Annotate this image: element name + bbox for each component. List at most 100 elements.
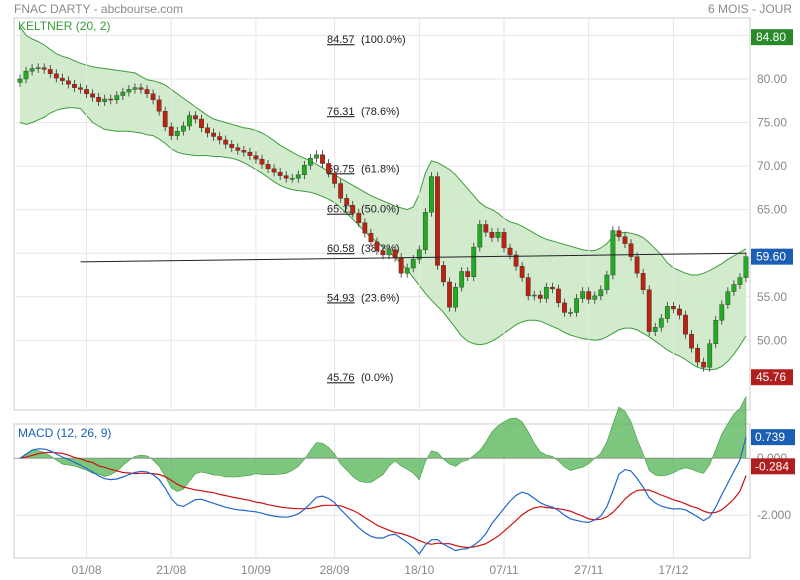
macd-tag-box — [751, 429, 795, 446]
candle-down — [253, 155, 259, 160]
candle-down — [47, 69, 53, 74]
candle-down — [435, 176, 440, 266]
candle-down — [398, 257, 404, 274]
candle-up — [743, 256, 749, 278]
candle-down — [350, 205, 356, 214]
candle-up — [102, 98, 108, 102]
date-tick-label: 21/08 — [156, 563, 186, 577]
candle-up — [592, 295, 598, 300]
candle-down — [162, 111, 168, 128]
candle-down — [550, 286, 555, 290]
candle-up — [35, 67, 41, 69]
candle-down — [380, 250, 386, 256]
candle-down — [259, 158, 265, 165]
candle-up — [180, 125, 186, 132]
period-label: 6 MOIS - JOUR — [707, 2, 792, 16]
candle-down — [489, 232, 495, 238]
candle-up — [132, 87, 138, 90]
candle-down — [320, 154, 325, 164]
date-tick-label: 10/09 — [241, 563, 271, 577]
candle-down — [513, 254, 519, 267]
price-tag-box — [751, 248, 793, 265]
candle-up — [422, 212, 428, 250]
date-tick-label: 28/09 — [320, 563, 350, 577]
macd-tag-label: -0.284 — [755, 459, 789, 473]
candle-up — [604, 274, 610, 290]
candle-up — [713, 320, 719, 344]
candle-up — [174, 131, 180, 136]
candle-down — [211, 132, 216, 137]
macd-tag-box — [751, 458, 795, 475]
fib-level-value: 65.11 — [327, 204, 354, 216]
candle-down — [483, 224, 489, 233]
candle-down — [199, 118, 204, 128]
candle-down — [368, 232, 374, 243]
candle-up — [386, 249, 392, 256]
candle-up — [568, 312, 573, 314]
candle-down — [96, 97, 102, 102]
date-tick-label: 07/11 — [489, 563, 518, 577]
candle-up — [17, 78, 23, 83]
candle-down — [277, 171, 283, 176]
candle-down — [646, 289, 652, 332]
candle-down — [65, 80, 71, 85]
fib-level-percent: (50.0%) — [361, 204, 400, 216]
candle-up — [495, 232, 501, 238]
fib-level-value: 45.76 — [327, 372, 355, 384]
price-tick-label: 50.00 — [757, 333, 787, 347]
candle-up — [314, 154, 319, 159]
candle-down — [144, 89, 150, 94]
price-tag-box — [751, 369, 793, 386]
candle-down — [217, 136, 223, 141]
keltner-title: KELTNER (20, 2) — [18, 19, 110, 33]
candle-up — [126, 89, 132, 93]
candle-up — [707, 343, 713, 368]
candle-down — [362, 222, 368, 234]
macd-histogram — [19, 396, 747, 492]
candle-up — [120, 91, 126, 96]
candle-down — [556, 288, 561, 304]
fib-level-percent: (23.6%) — [361, 292, 400, 304]
candle-up — [295, 174, 301, 179]
candle-down — [465, 271, 471, 277]
macd-tags: 0.739 -0.284 — [751, 429, 795, 475]
macd-tick-label: -2.000 — [757, 508, 791, 522]
candle-up — [186, 115, 192, 127]
candle-up — [731, 284, 737, 292]
macd-line — [19, 436, 747, 555]
candle-down — [374, 241, 380, 251]
candle-down — [326, 163, 331, 174]
candle-down — [622, 236, 628, 244]
price-tick-label: 80.00 — [757, 72, 787, 86]
signal-line — [19, 451, 747, 549]
candle-up — [531, 294, 537, 297]
candle-down — [59, 77, 65, 81]
candle-down — [193, 115, 198, 120]
candle-up — [610, 230, 616, 276]
macd-grid — [14, 424, 750, 558]
price-tick-label: 70.00 — [757, 159, 787, 173]
candle-down — [41, 67, 47, 70]
candle-up — [574, 298, 580, 313]
candle-down — [628, 243, 634, 257]
candle-down — [53, 73, 59, 79]
candle-up — [725, 291, 731, 305]
candle-up — [598, 289, 604, 297]
candle-up — [453, 286, 458, 308]
candle-down — [156, 99, 162, 112]
candle-down — [562, 302, 567, 313]
candle-down — [235, 147, 241, 151]
candle-down — [683, 314, 688, 335]
fib-level-percent: (61.8%) — [361, 163, 400, 175]
candle-down — [247, 151, 253, 156]
fib-level-percent: (78.6%) — [361, 106, 400, 118]
candle-down — [344, 198, 350, 206]
candle-up — [477, 224, 483, 248]
fib-level-value: 76.31 — [327, 106, 355, 118]
candle-down — [205, 127, 210, 134]
candle-up — [289, 178, 295, 180]
date-tick-label: 01/08 — [72, 563, 102, 577]
trend-line — [80, 252, 747, 263]
candle-down — [138, 87, 144, 90]
price-tick-label: 65.00 — [757, 203, 787, 217]
